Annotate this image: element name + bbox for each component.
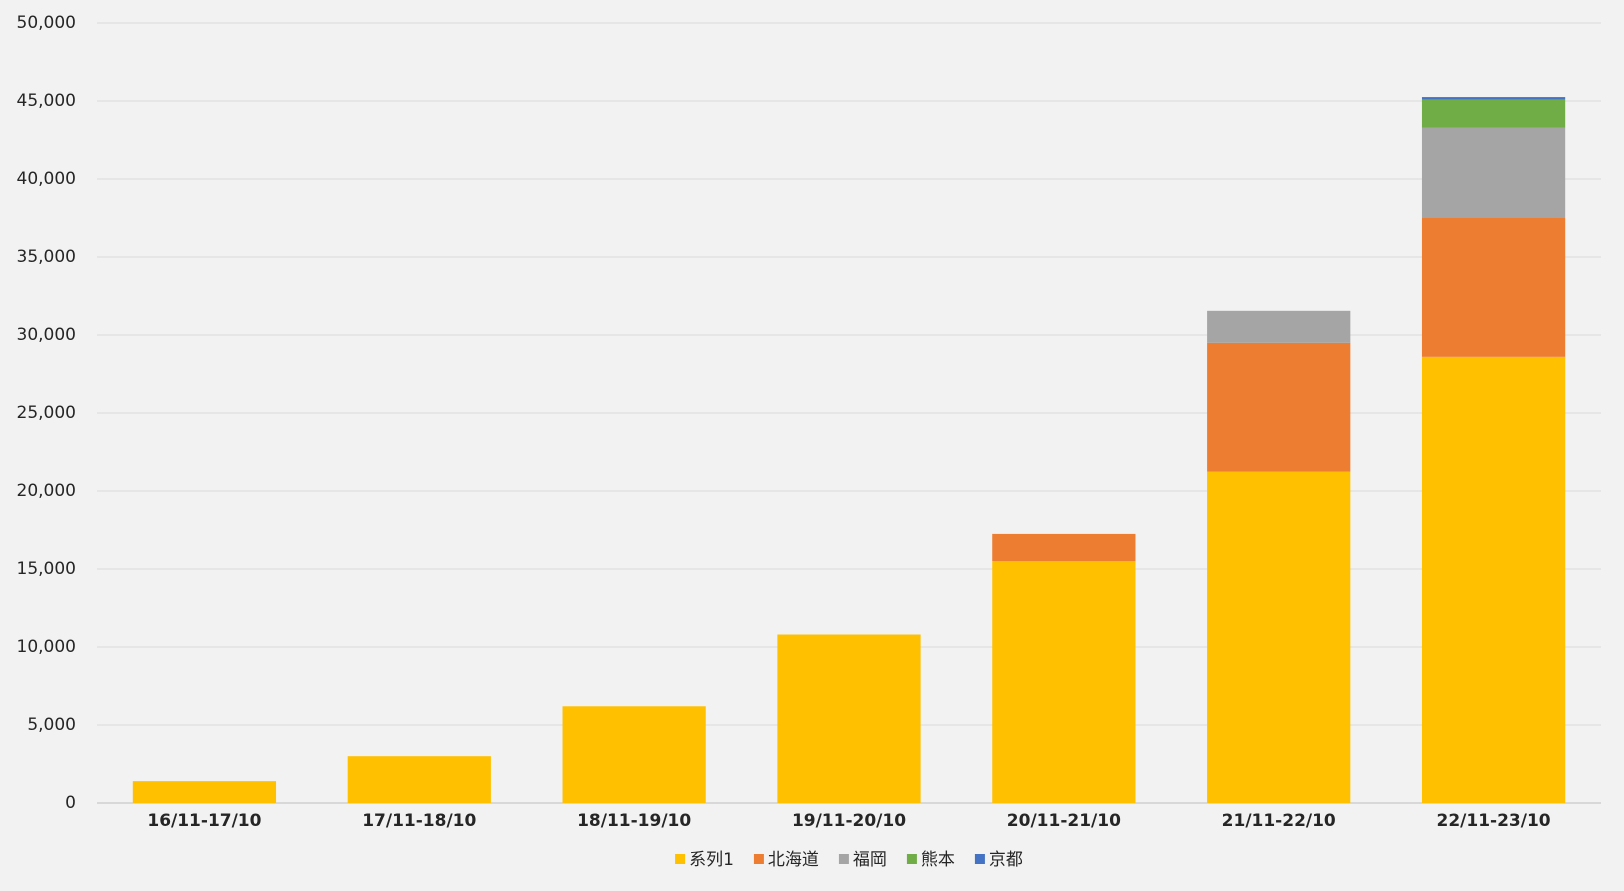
y-tick-label: 40,000 (17, 169, 76, 189)
y-tick-label: 50,000 (17, 13, 76, 33)
x-tick-label: 21/11-22/10 (1222, 811, 1336, 831)
bar-segment (1421, 99, 1566, 128)
y-tick-label: 20,000 (17, 481, 76, 501)
legend-label: 京都 (989, 850, 1023, 870)
bar-segment (1421, 356, 1566, 803)
bar-segment (1207, 471, 1351, 803)
bar-segment (1207, 342, 1351, 472)
y-tick-label: 30,000 (17, 325, 76, 345)
bar-segment (1421, 127, 1566, 218)
x-tick-label: 22/11-23/10 (1437, 811, 1551, 831)
legend-label: 系列1 (689, 850, 734, 870)
y-tick-label: 35,000 (17, 247, 76, 267)
bar-segment (132, 781, 277, 803)
bar-segment (992, 561, 1136, 803)
x-tick-label: 17/11-18/10 (362, 811, 476, 831)
x-tick-label: 20/11-21/10 (1007, 811, 1121, 831)
y-tick-label: 0 (65, 793, 76, 813)
legend-label: 北海道 (768, 850, 819, 870)
legend: 系列1 北海道 福岡 熊本 京都 (675, 850, 1023, 870)
legend-swatch (974, 854, 985, 864)
bar-segment (1421, 218, 1566, 357)
legend-label: 熊本 (921, 850, 955, 870)
bar-segment (1421, 97, 1566, 100)
y-tick-label: 5,000 (27, 715, 76, 735)
y-tick-label: 15,000 (17, 559, 76, 579)
bar-segment (347, 756, 491, 803)
y-tick-label: 45,000 (17, 91, 76, 111)
y-tick-label: 10,000 (17, 637, 76, 657)
y-tick-label: 25,000 (17, 403, 76, 423)
x-tick-label: 16/11-17/10 (147, 811, 261, 831)
legend-swatch (753, 854, 764, 864)
bar-segment (1207, 310, 1351, 343)
legend-swatch (838, 854, 849, 864)
x-tick-label: 18/11-19/10 (577, 811, 691, 831)
bar-segment (992, 533, 1136, 562)
bar-segment (777, 634, 921, 803)
bar-segment (562, 706, 706, 803)
legend-swatch (675, 854, 686, 864)
legend-swatch (906, 854, 917, 864)
legend-label: 福岡 (853, 850, 887, 870)
x-tick-label: 19/11-20/10 (792, 811, 906, 831)
